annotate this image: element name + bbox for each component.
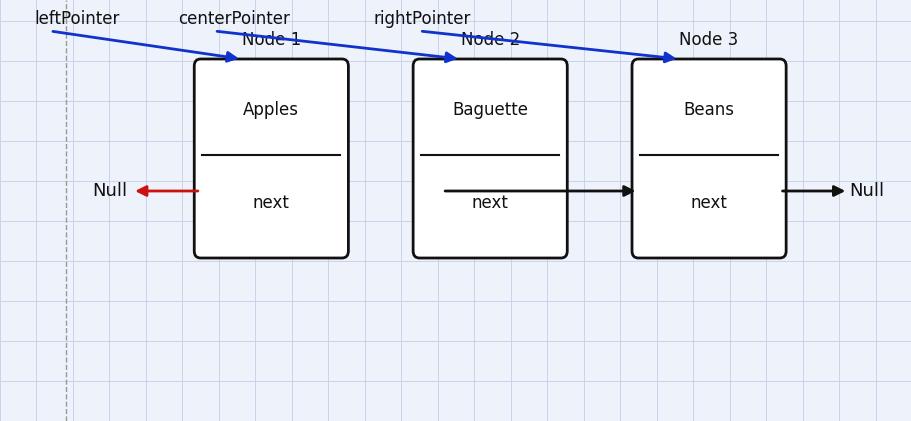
- Text: next: next: [471, 194, 508, 212]
- Text: Null: Null: [848, 182, 883, 200]
- Text: Node 2: Node 2: [460, 31, 519, 49]
- Text: Beans: Beans: [683, 101, 733, 120]
- Text: centerPointer: centerPointer: [178, 10, 290, 28]
- Text: rightPointer: rightPointer: [374, 10, 471, 28]
- FancyBboxPatch shape: [194, 59, 348, 258]
- Text: Node 1: Node 1: [241, 31, 301, 49]
- FancyBboxPatch shape: [413, 59, 567, 258]
- Text: leftPointer: leftPointer: [35, 10, 120, 28]
- Text: Apples: Apples: [243, 101, 299, 120]
- Text: Null: Null: [92, 182, 127, 200]
- Text: next: next: [690, 194, 727, 212]
- Text: Node 3: Node 3: [679, 31, 738, 49]
- Text: Baguette: Baguette: [452, 101, 527, 120]
- Text: next: next: [252, 194, 290, 212]
- FancyBboxPatch shape: [631, 59, 785, 258]
